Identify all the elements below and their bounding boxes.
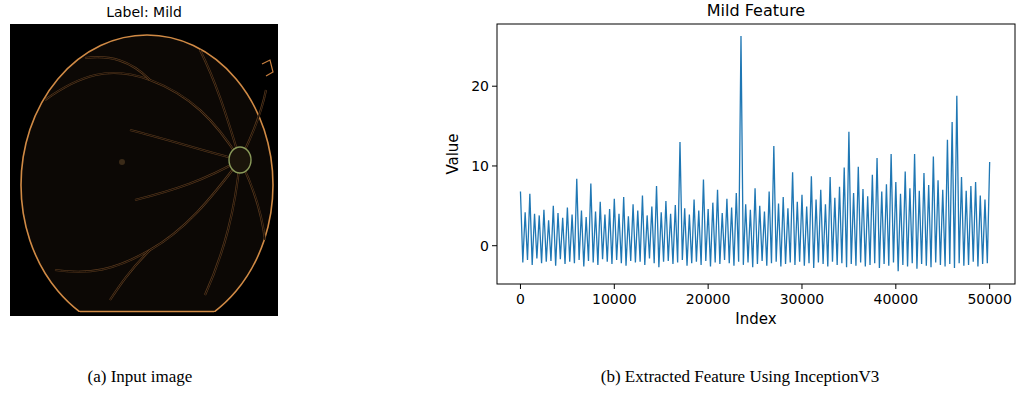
plot-frame xyxy=(497,24,1015,284)
y-tick xyxy=(492,165,497,166)
plot-area xyxy=(520,36,989,271)
fundus-notch xyxy=(262,60,273,76)
vessel xyxy=(45,73,240,160)
vessel-core xyxy=(45,73,240,160)
chart-title: Mild Feature xyxy=(707,1,805,20)
vessel xyxy=(205,160,240,295)
fundus xyxy=(21,35,273,312)
image-title: Label: Mild xyxy=(106,4,182,20)
x-tick xyxy=(708,284,709,289)
x-tick-label: 40000 xyxy=(874,291,919,307)
caption: (b) Extracted Feature Using InceptionV3 xyxy=(601,367,880,386)
vessel-core xyxy=(55,160,240,272)
x-tick-label: 0 xyxy=(516,291,525,307)
vessel xyxy=(135,160,240,200)
caption: (a) Input image xyxy=(88,367,193,386)
x-axis-title: Index xyxy=(735,310,776,328)
y-tick-label: 0 xyxy=(480,238,489,254)
y-tick-label: 20 xyxy=(471,78,489,94)
vessel xyxy=(110,250,150,300)
x-tick xyxy=(895,284,896,289)
vessel xyxy=(200,50,240,160)
x-tick-label: 20000 xyxy=(686,291,731,307)
x-tick xyxy=(989,284,990,289)
x-tick-label: 10000 xyxy=(592,291,637,307)
vessel xyxy=(85,57,150,80)
y-tick xyxy=(492,245,497,246)
figure: Label: Mild (a) Input image Mild Feature 0 1… xyxy=(0,0,1033,396)
optic-disc xyxy=(229,147,251,173)
vessel xyxy=(55,160,240,272)
fundus-disc xyxy=(21,35,273,312)
vessel-core xyxy=(85,57,150,80)
vessel-core xyxy=(200,50,240,160)
vessel-core xyxy=(130,130,240,160)
macula xyxy=(119,159,125,165)
vessel-core xyxy=(135,160,240,200)
feature-line xyxy=(520,36,989,271)
x-tick xyxy=(801,284,802,289)
x-tick-label: 30000 xyxy=(780,291,825,307)
fundus-edge xyxy=(80,311,214,313)
vessel-core xyxy=(110,250,150,300)
x-tick xyxy=(520,284,521,289)
vessel xyxy=(130,130,240,160)
x-tick-label: 50000 xyxy=(967,291,1012,307)
y-axis-title: Value xyxy=(444,133,462,174)
x-tick xyxy=(614,284,615,289)
vessel-core xyxy=(205,160,240,295)
y-tick xyxy=(492,86,497,87)
y-tick-label: 10 xyxy=(471,158,489,174)
